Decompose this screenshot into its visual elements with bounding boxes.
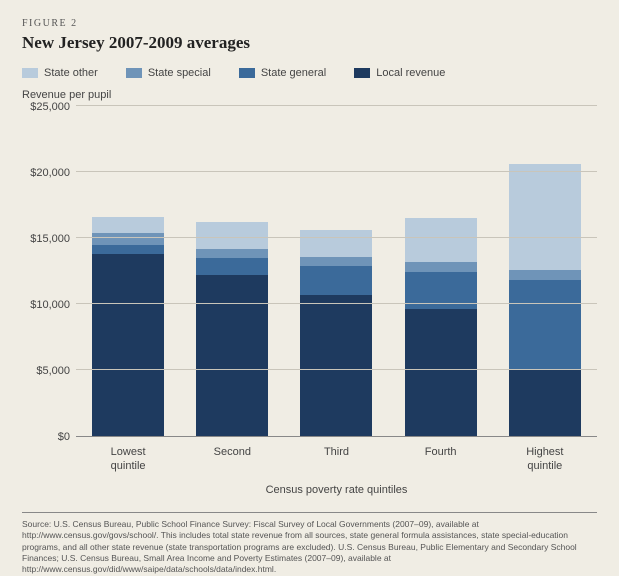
legend: State other State special State general Loc…: [22, 67, 597, 79]
legend-label: State special: [148, 67, 211, 79]
legend-item-state-general: State general: [239, 67, 326, 79]
bar: [92, 217, 164, 436]
bar: [405, 218, 477, 436]
y-axis: $0$5,000$10,000$15,000$20,000$25,000: [22, 107, 76, 437]
figure-label: FIGURE 2: [22, 18, 597, 29]
bar-segment-local-revenue: [196, 275, 268, 436]
x-tick-label: Third: [300, 445, 372, 474]
legend-item-state-other: State other: [22, 67, 98, 79]
x-axis-title: Census poverty rate quintiles: [76, 484, 597, 496]
legend-label: State other: [44, 67, 98, 79]
x-tick-label: Lowestquintile: [92, 445, 164, 474]
bar-segment-state-special: [405, 262, 477, 273]
bar-segment-state-special: [300, 257, 372, 266]
plot: [76, 107, 597, 437]
footer-rule: [22, 512, 597, 513]
y-tick: $15,000: [30, 233, 70, 245]
x-axis: Lowestquintile Second Third Fourth Highestqu…: [76, 445, 597, 474]
grid-line: [76, 171, 597, 172]
bar-segment-state-other: [196, 222, 268, 248]
bar-segment-local-revenue: [405, 309, 477, 436]
chart-title: New Jersey 2007-2009 averages: [22, 33, 597, 53]
legend-swatch: [354, 68, 370, 78]
bar-segment-state-other: [300, 230, 372, 256]
bar-segment-state-special: [92, 233, 164, 245]
bar-segment-state-other: [92, 217, 164, 233]
bars-container: [76, 107, 597, 436]
bar-segment-state-general: [300, 266, 372, 295]
y-tick: $25,000: [30, 101, 70, 113]
source-note: Source: U.S. Census Bureau, Public Schoo…: [22, 519, 597, 576]
bar: [196, 222, 268, 436]
x-tick-label: Highestquintile: [509, 445, 581, 474]
bar-segment-state-general: [92, 245, 164, 254]
bar-segment-state-general: [196, 258, 268, 275]
bar-segment-state-special: [196, 249, 268, 258]
y-tick: $10,000: [30, 299, 70, 311]
x-tick-label: Second: [196, 445, 268, 474]
y-tick: $0: [58, 431, 70, 443]
bar-segment-state-general: [509, 280, 581, 368]
legend-label: State general: [261, 67, 326, 79]
grid-line: [76, 105, 597, 106]
grid-line: [76, 369, 597, 370]
legend-label: Local revenue: [376, 67, 445, 79]
bar: [300, 230, 372, 436]
chart-area: $0$5,000$10,000$15,000$20,000$25,000: [22, 107, 597, 437]
legend-swatch: [22, 68, 38, 78]
bar-segment-local-revenue: [300, 295, 372, 436]
x-tick-label: Fourth: [405, 445, 477, 474]
bar-segment-state-other: [405, 218, 477, 262]
bar: [509, 164, 581, 436]
bar-segment-state-other: [509, 164, 581, 270]
bar-segment-state-special: [509, 270, 581, 281]
bar-segment-local-revenue: [92, 254, 164, 436]
y-tick: $5,000: [36, 365, 70, 377]
legend-item-state-special: State special: [126, 67, 211, 79]
legend-swatch: [126, 68, 142, 78]
legend-swatch: [239, 68, 255, 78]
legend-item-local-revenue: Local revenue: [354, 67, 445, 79]
y-tick: $20,000: [30, 167, 70, 179]
grid-line: [76, 303, 597, 304]
y-axis-label: Revenue per pupil: [22, 89, 597, 101]
bar-segment-local-revenue: [509, 369, 581, 436]
grid-line: [76, 237, 597, 238]
